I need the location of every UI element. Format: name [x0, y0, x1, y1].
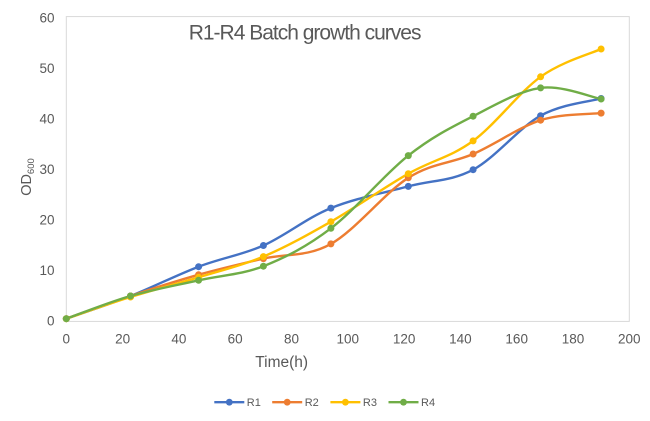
- svg-text:80: 80: [284, 332, 299, 347]
- svg-text:30: 30: [39, 162, 54, 177]
- svg-text:R2: R2: [305, 397, 319, 409]
- svg-text:10: 10: [39, 263, 54, 278]
- svg-text:60: 60: [228, 332, 243, 347]
- svg-text:R1-R4 Batch growth curves: R1-R4 Batch growth curves: [189, 22, 421, 45]
- svg-text:50: 50: [39, 61, 54, 76]
- svg-text:140: 140: [449, 332, 472, 347]
- svg-text:40: 40: [171, 332, 186, 347]
- svg-text:100: 100: [337, 332, 360, 347]
- svg-text:160: 160: [505, 332, 528, 347]
- svg-text:Time(h): Time(h): [255, 354, 308, 371]
- svg-text:R3: R3: [363, 397, 377, 409]
- svg-text:20: 20: [115, 332, 130, 347]
- svg-text:20: 20: [39, 213, 54, 228]
- svg-text:200: 200: [618, 332, 641, 347]
- svg-text:0: 0: [63, 332, 71, 347]
- svg-text:40: 40: [39, 112, 54, 127]
- svg-text:0: 0: [47, 314, 55, 329]
- svg-text:180: 180: [562, 332, 585, 347]
- svg-text:60: 60: [39, 11, 54, 26]
- svg-text:R1: R1: [247, 397, 261, 409]
- svg-text:R4: R4: [421, 397, 435, 409]
- svg-text:120: 120: [393, 332, 416, 347]
